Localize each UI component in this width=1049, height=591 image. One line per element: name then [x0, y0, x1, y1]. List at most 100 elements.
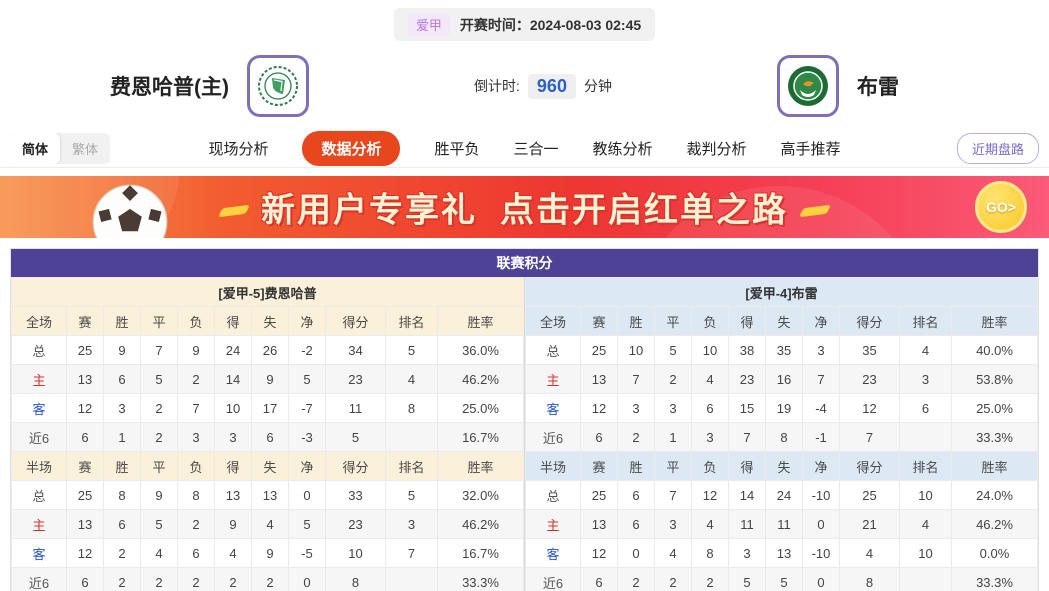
- away-team-logo-icon: [777, 55, 839, 117]
- stat-cell: 13: [580, 509, 618, 539]
- stat-cell: 9: [103, 335, 141, 365]
- column-header: 得分: [839, 306, 900, 336]
- tab-win-draw-lose[interactable]: 胜平负: [434, 140, 480, 158]
- table-row: 主 13 6 5 2 9 4 5 23 3 46.2%: [11, 509, 524, 539]
- stat-cell: 38: [728, 335, 766, 365]
- column-header: 净: [288, 306, 326, 336]
- stat-cell: 23: [728, 364, 766, 394]
- stat-cell: -2: [288, 335, 326, 365]
- start-time: 开赛时间：2024-08-03 02:45: [460, 15, 641, 35]
- banner-dash-icon: [799, 204, 831, 218]
- league-standings-section: 联赛积分 [爱甲-5]费恩哈普 全场赛胜平负得失净得分 排名 胜率总 25 9 7 9 24 26…: [10, 248, 1039, 591]
- promo-banner[interactable]: 新用户专享礼 点击开启红单之路 GO>: [0, 176, 1049, 238]
- row-label: 客: [525, 393, 581, 423]
- stat-cell: 2: [617, 567, 655, 591]
- stat-cell: 2: [103, 538, 141, 568]
- home-team: 费恩哈普(主): [110, 55, 309, 117]
- stat-cell: 9: [140, 480, 178, 510]
- stat-cell: 25: [839, 480, 900, 510]
- row-label: 主: [11, 364, 67, 394]
- column-header: 得: [728, 451, 766, 481]
- team-header: [爱甲-4]布雷: [525, 277, 1038, 307]
- lang-traditional[interactable]: 繁体: [72, 141, 99, 157]
- column-header: 赛: [580, 451, 618, 481]
- tab-coach-analysis[interactable]: 教练分析: [592, 140, 653, 158]
- stat-cell: 5: [140, 509, 178, 539]
- stat-cell: 17: [251, 393, 289, 423]
- stat-cell: 9: [214, 509, 252, 539]
- stat-cell: 36.0%: [437, 335, 524, 365]
- stat-cell: 2: [251, 567, 289, 591]
- stat-cell: 7: [802, 364, 840, 394]
- column-header: 失: [765, 451, 803, 481]
- stat-cell: 25.0%: [951, 393, 1038, 423]
- scope-header: 全场: [11, 306, 67, 336]
- table-row: 主 13 6 3 4 11 11 0 21 4 46.2%: [525, 509, 1038, 539]
- tab-three-in-one[interactable]: 三合一: [513, 140, 559, 158]
- banner-dash-icon: [218, 204, 250, 218]
- stat-cell: 46.2%: [951, 509, 1038, 539]
- go-button[interactable]: GO>: [975, 181, 1027, 233]
- stat-cell: 8: [385, 393, 438, 423]
- stat-cell: 9: [251, 364, 289, 394]
- column-header: 净: [288, 451, 326, 481]
- stat-cell: 2: [103, 567, 141, 591]
- column-header: 胜率: [951, 451, 1038, 481]
- stat-cell: 4: [654, 538, 692, 568]
- column-header: 净: [802, 451, 840, 481]
- soccer-ball-icon: [92, 184, 168, 238]
- tab-data-analysis[interactable]: 数据分析: [302, 130, 401, 166]
- stat-cell: 8: [325, 567, 386, 591]
- stat-cell: 13: [214, 480, 252, 510]
- column-header: 胜率: [951, 306, 1038, 336]
- stat-cell: 14: [214, 364, 252, 394]
- tab-expert-picks[interactable]: 高手推荐: [780, 140, 841, 158]
- stat-cell: 13: [66, 509, 104, 539]
- tab-live-analysis[interactable]: 现场分析: [208, 140, 269, 158]
- stat-cell: -10: [802, 538, 840, 568]
- column-header: 负: [691, 451, 729, 481]
- stat-cell: 11: [325, 393, 386, 423]
- stat-cell: 13: [66, 364, 104, 394]
- recent-odds-button[interactable]: 近期盘路: [956, 132, 1039, 164]
- stat-cell: 33.3%: [951, 422, 1038, 452]
- stat-cell: 4: [899, 509, 952, 539]
- home-standings-half: [爱甲-5]费恩哈普 全场赛胜平负得失净得分 排名 胜率总 25 9 7 9 24 26 -2 34 5…: [11, 277, 524, 591]
- stat-cell: 46.2%: [437, 364, 524, 394]
- home-team-logo-icon: [247, 55, 309, 117]
- stat-cell: 4: [691, 509, 729, 539]
- row-label: 主: [525, 364, 581, 394]
- banner-text: 新用户专享礼 点击开启红单之路: [0, 183, 1049, 232]
- lang-simplified[interactable]: 简体: [10, 132, 61, 164]
- stat-cell: 3: [691, 422, 729, 452]
- stat-cell: 3: [177, 422, 215, 452]
- column-header: 平: [654, 451, 692, 481]
- row-label: 主: [525, 509, 581, 539]
- stat-cell: 4: [140, 538, 178, 568]
- row-label: 总: [525, 335, 581, 365]
- stat-cell: 10: [691, 335, 729, 365]
- column-header: 排名: [899, 306, 952, 336]
- stat-cell: 12: [580, 538, 618, 568]
- stat-cell: 2: [140, 393, 178, 423]
- away-team-logo: [777, 55, 839, 117]
- column-header: 得分: [325, 306, 386, 336]
- stat-cell: 32.0%: [437, 480, 524, 510]
- stat-cell: 10: [617, 335, 655, 365]
- scope-header: 半场: [11, 451, 67, 481]
- table-row: 客 12 2 4 6 4 9 -5 10 7 16.7%: [11, 538, 524, 568]
- stat-cell: 5: [654, 335, 692, 365]
- countdown-value: 960: [527, 73, 576, 99]
- row-label: 总: [11, 335, 67, 365]
- row-label: 近6: [11, 422, 67, 452]
- stat-cell: 23: [839, 364, 900, 394]
- tab-referee-analysis[interactable]: 裁判分析: [686, 140, 747, 158]
- stat-cell: 2: [691, 567, 729, 591]
- stat-cell: 7: [177, 393, 215, 423]
- stat-cell: 33.3%: [437, 567, 524, 591]
- league-standings-title: 联赛积分: [11, 249, 1038, 277]
- stat-cell: 13: [251, 480, 289, 510]
- column-header: 赛: [580, 306, 618, 336]
- stat-cell: 0: [288, 480, 326, 510]
- stat-cell: 3: [654, 509, 692, 539]
